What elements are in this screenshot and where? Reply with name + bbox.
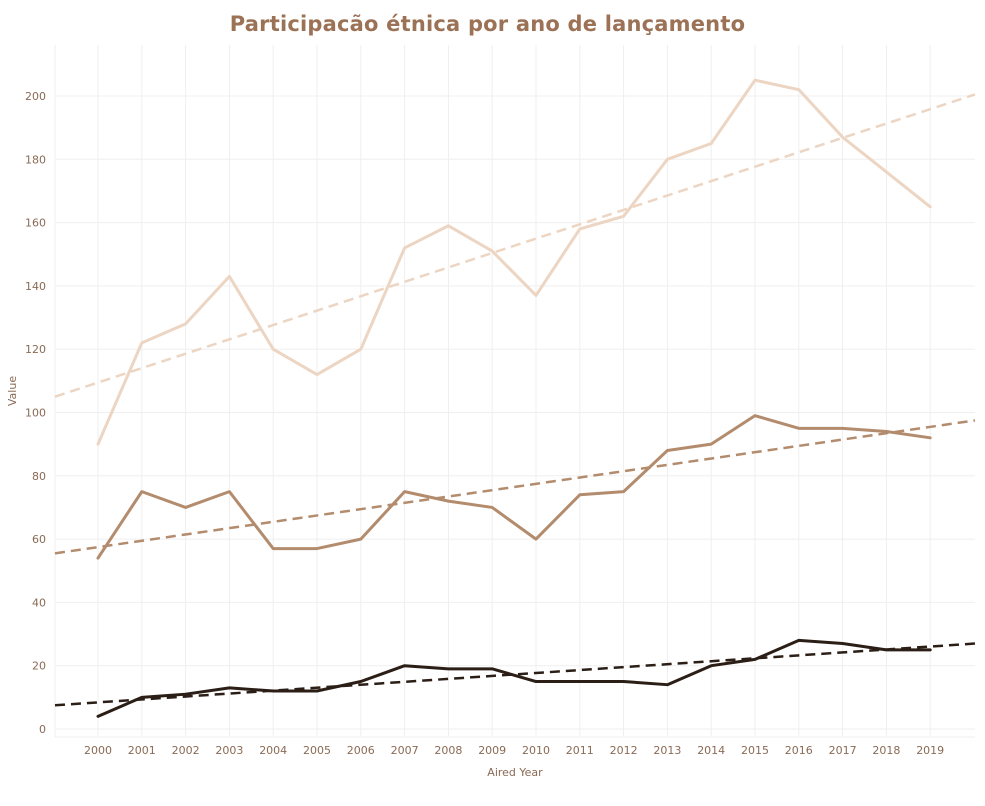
y-tick-label: 160 [25, 217, 46, 230]
series-line [96, 638, 932, 718]
x-axis-label: Aired Year [487, 766, 543, 779]
x-tick-label: 2017 [829, 744, 857, 757]
y-axis-label: Value [6, 376, 19, 406]
y-tick-label: 60 [32, 533, 46, 546]
trend-lines [54, 93, 976, 707]
x-tick-label: 2008 [434, 744, 462, 757]
y-tick-label: 80 [32, 470, 46, 483]
grid [54, 45, 975, 738]
y-tick-label: 180 [25, 153, 46, 166]
x-tick-label: 2001 [128, 744, 156, 757]
x-tick-label: 2013 [653, 744, 681, 757]
x-tick-label: 2015 [741, 744, 769, 757]
x-tick-label: 2006 [347, 744, 375, 757]
x-tick-label: 2019 [916, 744, 944, 757]
y-tick-label: 20 [32, 660, 46, 673]
y-tick-label: 100 [25, 407, 46, 420]
chart-title: Participacão étnica por ano de lançament… [229, 12, 746, 36]
x-tick-label: 2011 [566, 744, 594, 757]
y-tick-label: 200 [25, 90, 46, 103]
y-tick-label: 140 [25, 280, 46, 293]
x-tick-label: 2004 [259, 744, 287, 757]
trend-line [54, 642, 976, 707]
x-tick-label: 2007 [391, 744, 419, 757]
series-line [96, 78, 932, 446]
x-tick-label: 2018 [872, 744, 900, 757]
x-tick-label: 2014 [697, 744, 725, 757]
y-axis-ticks: 0 20 40 60 80 100 120 140 160 180 200 [25, 90, 46, 736]
series-lines [96, 78, 932, 718]
x-tick-label: 2005 [303, 744, 331, 757]
x-tick-label: 2016 [785, 744, 813, 757]
x-tick-label: 2012 [610, 744, 638, 757]
x-tick-label: 2003 [215, 744, 243, 757]
y-tick-label: 120 [25, 343, 46, 356]
trend-line [54, 93, 976, 398]
y-tick-label: 0 [39, 723, 46, 736]
trend-line [54, 419, 976, 555]
series-line [96, 414, 932, 560]
x-tick-label: 2009 [478, 744, 506, 757]
x-tick-label: 2010 [522, 744, 550, 757]
x-tick-label: 2000 [84, 744, 112, 757]
x-tick-label: 2002 [172, 744, 200, 757]
x-axis-ticks: 2000 2001 2002 2003 2004 2005 2006 2007 2008 2009… [84, 744, 944, 757]
y-tick-label: 40 [32, 596, 46, 609]
